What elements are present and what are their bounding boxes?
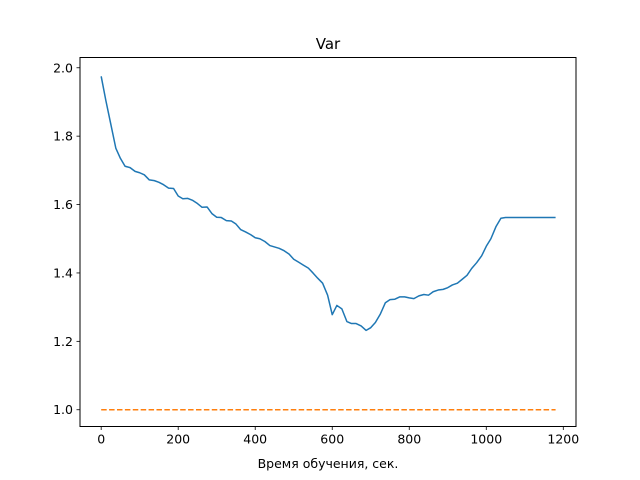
x-tick-label: 400 [243,432,267,447]
x-axis-label: Время обучения, сек. [258,456,399,471]
chart-title: Var [316,35,341,53]
x-tick-label: 800 [397,432,421,447]
x-tick-label: 200 [166,432,190,447]
y-tick-label: 2.0 [53,60,73,75]
x-tick-label: 600 [320,432,344,447]
series-line-1 [100,76,556,332]
y-tick-label: 1.6 [53,197,73,212]
y-tick-label: 1.2 [53,334,73,349]
y-axis-ticks: 1.0 1.2 1.4 1.6 1.8 2.0 [53,60,80,417]
x-tick-label: 0 [97,432,105,447]
y-tick-label: 1.4 [53,265,73,280]
plot-area [79,57,577,427]
x-axis-ticks: 0 200 400 600 800 1000 1200 [97,426,579,447]
y-tick-label: 1.8 [53,129,73,144]
x-tick-label: 1200 [547,432,579,447]
x-tick-label: 1000 [470,432,502,447]
series-layer [100,76,556,411]
y-tick-label: 1.0 [53,402,73,417]
